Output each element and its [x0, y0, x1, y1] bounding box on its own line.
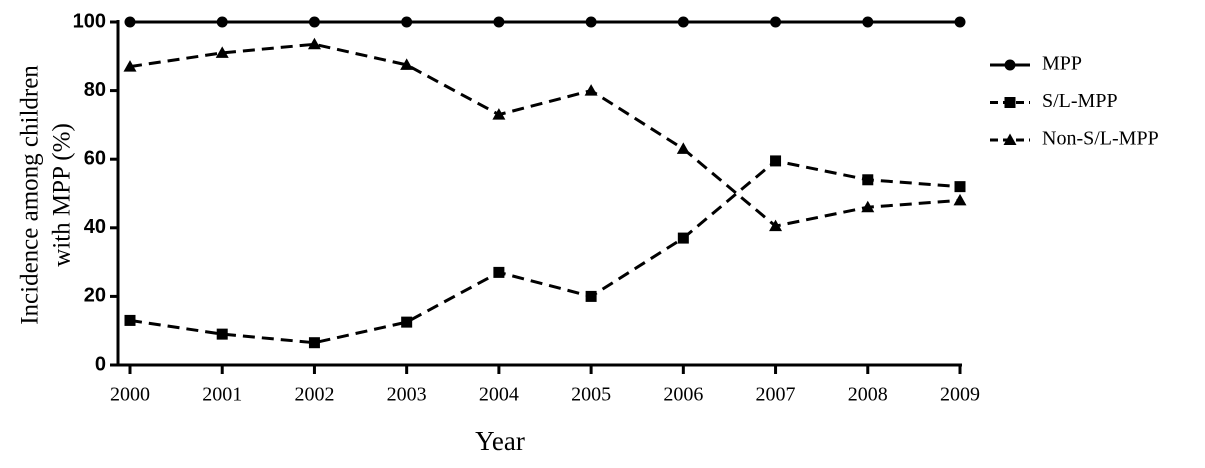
data-point — [400, 58, 414, 70]
data-point — [307, 37, 321, 50]
legend-label: MPP — [1042, 53, 1082, 75]
y-tick-label: 80 — [84, 79, 106, 101]
y-tick-label: 60 — [84, 147, 106, 169]
legend-marker — [1004, 97, 1016, 108]
data-point — [770, 16, 782, 28]
legend-marker — [1004, 59, 1016, 71]
x-tick-label: 2009 — [940, 384, 980, 406]
data-point — [677, 232, 689, 244]
data-point — [401, 16, 413, 28]
data-point — [493, 16, 505, 28]
data-point — [953, 193, 967, 206]
x-tick-label: 2002 — [294, 384, 334, 406]
data-point — [676, 142, 690, 154]
data-point — [585, 290, 597, 302]
series-line — [129, 159, 961, 345]
data-point — [216, 328, 228, 340]
x-tick-label: 2001 — [202, 384, 242, 406]
data-point — [492, 108, 506, 120]
data-point — [493, 266, 505, 278]
data-point — [677, 16, 689, 28]
x-tick-label: 2003 — [387, 384, 427, 406]
y-tick-label: 100 — [73, 10, 106, 32]
data-point — [215, 46, 229, 58]
data-point — [862, 174, 874, 186]
x-tick-label: 2006 — [663, 384, 703, 406]
data-point — [770, 155, 782, 167]
y-tick-label: 20 — [84, 285, 106, 307]
y-tick-label: 40 — [84, 216, 106, 238]
data-point — [769, 219, 783, 232]
data-point — [123, 60, 137, 72]
legend-label: S/L-MPP — [1042, 90, 1118, 112]
data-point — [308, 16, 320, 28]
x-tick-label: 2004 — [479, 384, 519, 406]
y-tick-label: 0 — [95, 353, 106, 375]
data-point — [401, 316, 413, 328]
x-tick-label: 2008 — [848, 384, 888, 406]
data-point — [216, 16, 228, 28]
data-point — [308, 337, 320, 349]
series-line — [129, 42, 961, 228]
data-point — [954, 16, 966, 28]
x-tick-label: 2000 — [110, 384, 150, 406]
data-point — [124, 16, 136, 28]
y-axis-label: with MPP (%) — [49, 123, 76, 267]
data-point — [862, 16, 874, 28]
data-point — [124, 314, 136, 326]
legend-label: Non-S/L-MPP — [1042, 128, 1159, 150]
data-point — [954, 181, 966, 193]
data-point — [585, 16, 597, 28]
x-axis-label: Year — [475, 426, 525, 456]
y-axis-label: Incidence among children — [17, 65, 44, 325]
legend-marker — [1003, 133, 1017, 145]
data-point — [861, 200, 875, 213]
x-tick-label: 2007 — [756, 384, 796, 406]
data-point — [584, 84, 598, 96]
x-tick-label: 2005 — [571, 384, 611, 406]
